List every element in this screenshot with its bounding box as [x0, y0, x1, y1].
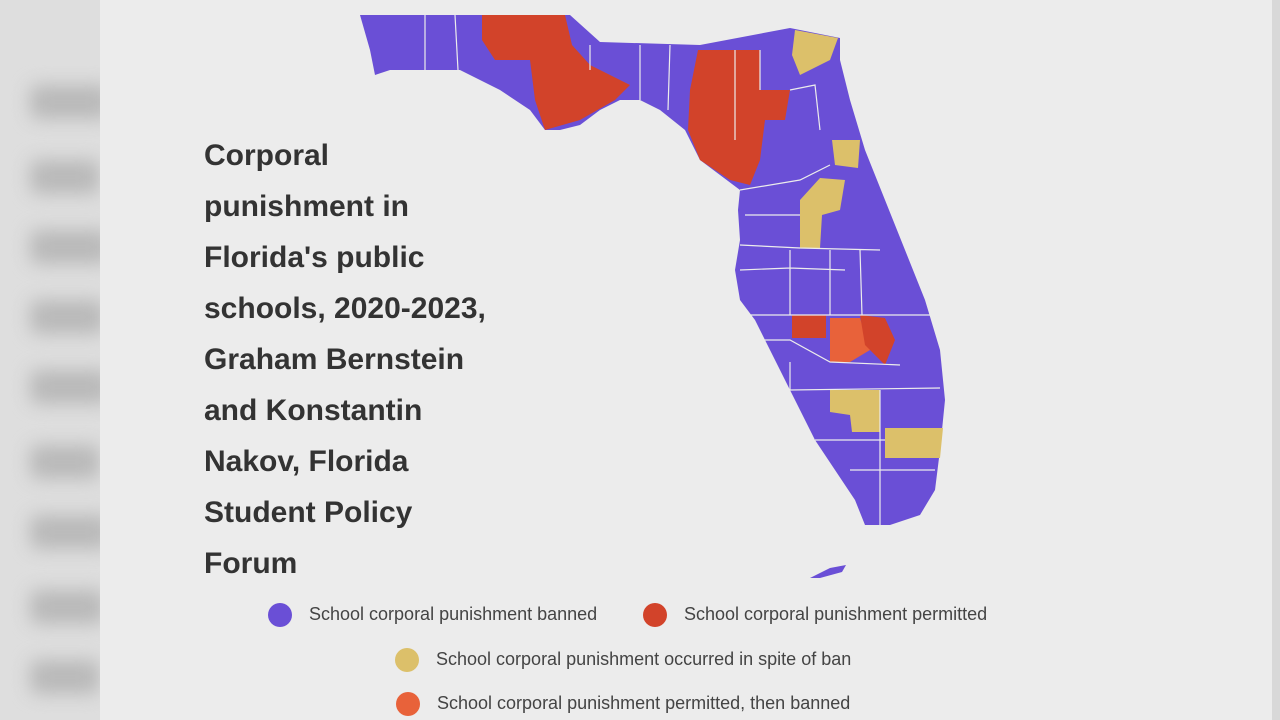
region-permitted [688, 50, 790, 185]
map-title: Corporal punishment in Florida's public … [204, 139, 486, 580]
region-permitted [482, 15, 630, 130]
edge [1272, 0, 1280, 720]
region-occurred [800, 178, 845, 248]
region-occurred [885, 428, 943, 458]
legend-swatch [395, 648, 419, 672]
region-occurred [830, 390, 880, 432]
county-lines [424, 14, 941, 525]
region-occurred [792, 30, 838, 75]
legend-swatch [643, 603, 667, 627]
blurred-edge [0, 0, 100, 720]
region-then-banned [830, 318, 870, 362]
legend-label: School corporal punishment permitted, th… [437, 693, 850, 713]
keys [810, 565, 846, 578]
region-occurred [832, 140, 860, 168]
legend-swatch [396, 692, 420, 716]
legend-label: School corporal punishment permitted [684, 604, 987, 624]
state-shape [360, 15, 945, 525]
legend-swatch [268, 603, 292, 627]
legend-label: School corporal punishment occurred in s… [436, 649, 851, 669]
legend-label: School corporal punishment banned [309, 604, 597, 624]
region-permitted [792, 315, 826, 338]
region-permitted [860, 315, 895, 365]
